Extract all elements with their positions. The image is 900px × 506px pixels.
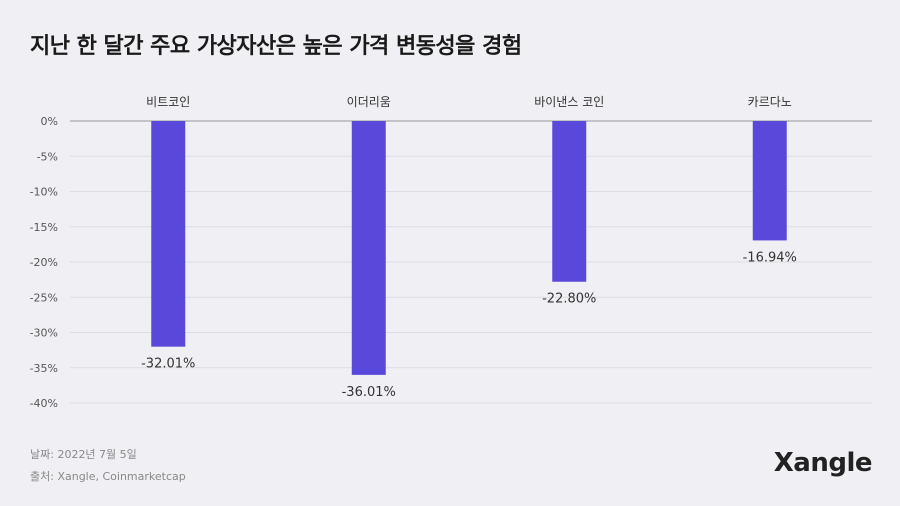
y-tick-label: -25%	[30, 291, 58, 304]
data-labels: -32.01% -36.01% -22.80% -16.94%	[141, 250, 797, 399]
bar	[351, 121, 386, 375]
category-label: 비트코인	[146, 95, 190, 109]
y-tick-label: -5%	[37, 150, 58, 163]
bar	[552, 121, 587, 282]
y-axis-ticks: 0% -5% -10% -15% -20% -25% -30% -35% -40%	[30, 115, 58, 410]
category-label: 이더리움	[347, 95, 391, 109]
y-tick-label: -20%	[30, 256, 58, 269]
bar	[151, 121, 186, 347]
category-labels: 비트코인 이더리움 바이낸스 코인 카르다노	[146, 95, 792, 109]
y-tick-label: 0%	[41, 115, 58, 128]
bars	[151, 121, 787, 375]
xangle-logo: Xangle	[773, 448, 873, 478]
value-label: -22.80%	[542, 292, 596, 307]
y-tick-label: -10%	[30, 186, 58, 199]
bar	[752, 121, 787, 241]
category-label: 카르다노	[748, 95, 792, 109]
chart-title: 지난 한 달간 주요 가상자산은 높은 가격 변동성을 경험	[30, 34, 522, 59]
value-label: -32.01%	[141, 357, 195, 372]
bar-chart: 0% -5% -10% -15% -20% -25% -30% -35% -40% 비트코인 이더…	[30, 95, 872, 410]
y-tick-label: -35%	[30, 362, 58, 375]
gridlines	[70, 120, 872, 404]
y-tick-label: -40%	[30, 397, 58, 410]
source-note: 출처: Xangle, Coinmarketcap	[30, 470, 186, 483]
y-tick-label: -15%	[30, 221, 58, 234]
value-label: -36.01%	[342, 385, 396, 400]
value-label: -16.94%	[743, 250, 797, 265]
date-note: 날짜: 2022년 7월 5일	[30, 448, 137, 461]
y-tick-label: -30%	[30, 327, 58, 340]
category-label: 바이낸스 코인	[534, 95, 604, 109]
